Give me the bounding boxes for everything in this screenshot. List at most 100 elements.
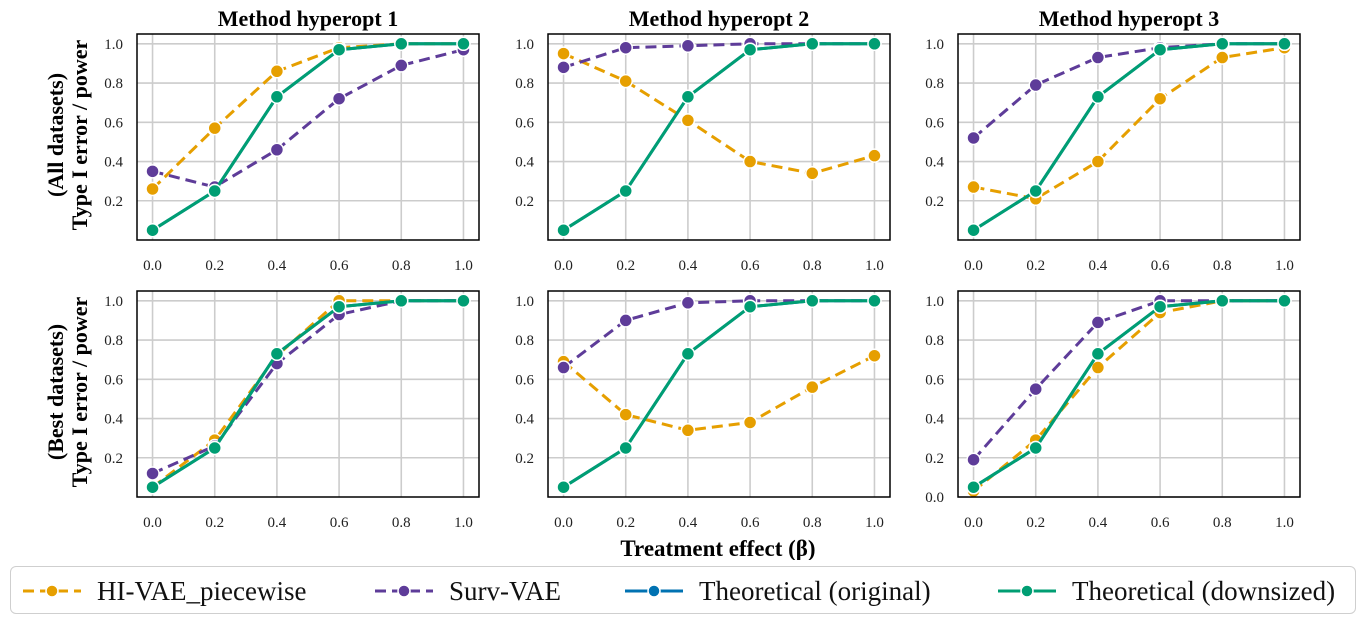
y-tick-label: 1.0 bbox=[925, 37, 944, 53]
series-line-theoretical-downsized- bbox=[562, 42, 875, 232]
x-tick-label: 1.0 bbox=[454, 515, 473, 531]
y-tick-label: 1.0 bbox=[515, 37, 534, 53]
y-tick-label: 1.0 bbox=[104, 37, 123, 53]
data-point-surv-vae bbox=[618, 40, 633, 55]
axes-frame bbox=[957, 290, 1301, 498]
x-tick-label: 0.0 bbox=[554, 258, 573, 274]
figure: (All datasets) Type I error / power (Bes… bbox=[43, 6, 1301, 560]
x-tick-label: 1.0 bbox=[454, 258, 473, 274]
data-point-hi-vae-piecewise bbox=[805, 166, 820, 181]
data-point-theoretical-downsized- bbox=[805, 293, 820, 309]
data-point-hi-vae-piecewise bbox=[867, 148, 882, 163]
axes-frame bbox=[547, 33, 891, 241]
legend-label-hivae: HI-VAE_piecewise bbox=[97, 575, 307, 606]
data-point-theoretical-downsized- bbox=[269, 89, 285, 105]
y-tick-label: 0.8 bbox=[925, 76, 944, 92]
legend-item-theoretical-downsized: Theoretical (downsized) bbox=[996, 567, 1335, 615]
series-line-surv-vae bbox=[152, 48, 464, 189]
axes-frame bbox=[957, 33, 1301, 241]
x-tick-label: 1.0 bbox=[1275, 515, 1294, 531]
data-point-theoretical-downsized- bbox=[966, 479, 981, 495]
data-point-theoretical-downsized- bbox=[331, 42, 347, 57]
x-tick-label: 0.6 bbox=[330, 515, 349, 531]
x-tick-label: 0.0 bbox=[143, 515, 162, 531]
y-tick-label: 1.0 bbox=[515, 294, 534, 310]
y-tick-label: 0.0 bbox=[925, 490, 944, 506]
data-point-surv-vae bbox=[1090, 315, 1106, 330]
data-point-theoretical-downsized- bbox=[394, 36, 409, 52]
y-tick-label: 0.2 bbox=[925, 194, 944, 210]
data-point-hi-vae-piecewise bbox=[867, 348, 882, 363]
y-tick-label: 0.4 bbox=[925, 412, 944, 428]
panel-1: 0.0 0.2 0.4 0.6 0.8 1.0 0.2 0.4 0.6 0.8 1.0 Method … bbox=[104, 6, 480, 274]
data-point-theoretical-downsized- bbox=[1090, 89, 1106, 105]
y-tick-label: 1.0 bbox=[104, 294, 123, 310]
data-point-theoretical-downsized- bbox=[331, 299, 347, 314]
legend-label-theoretical-original: Theoretical (original) bbox=[699, 575, 931, 606]
data-point-surv-vae bbox=[1028, 77, 1043, 93]
x-tick-label: 0.0 bbox=[143, 258, 162, 274]
y-tick-label: 0.8 bbox=[104, 333, 123, 349]
y-tick-label: 0.6 bbox=[104, 372, 123, 388]
data-point-surv-vae bbox=[966, 452, 981, 467]
y-tick-label: 0.4 bbox=[515, 155, 534, 171]
series-line-theoretical-downsized- bbox=[151, 299, 464, 489]
panel-title: Method hyperopt 2 bbox=[629, 6, 810, 31]
data-point-hi-vae-piecewise bbox=[207, 120, 222, 136]
x-tick-label: 0.2 bbox=[205, 515, 224, 531]
data-point-theoretical-downsized- bbox=[680, 346, 696, 362]
y-tick-label: 0.2 bbox=[515, 194, 534, 210]
x-tick-label: 0.4 bbox=[679, 258, 698, 274]
x-tick-label: 0.6 bbox=[330, 258, 349, 274]
data-point-theoretical-downsized- bbox=[867, 293, 882, 309]
x-axis-label: Treatment effect (β) bbox=[620, 536, 815, 560]
data-point-surv-vae bbox=[966, 130, 981, 146]
x-tick-label: 0.2 bbox=[1026, 258, 1045, 274]
axes-frame bbox=[136, 33, 480, 241]
data-point-theoretical-downsized- bbox=[805, 36, 820, 52]
series-line-hi-vae-piecewise bbox=[562, 52, 875, 175]
panel-title: Method hyperopt 1 bbox=[218, 6, 399, 31]
x-tick-label: 0.2 bbox=[616, 258, 635, 274]
data-point-surv-vae bbox=[145, 466, 160, 481]
data-point-hi-vae-piecewise bbox=[618, 407, 633, 422]
x-tick-label: 0.8 bbox=[392, 515, 411, 531]
series-line-surv-vae bbox=[972, 299, 1285, 461]
x-tick-label: 0.4 bbox=[679, 515, 698, 531]
data-point-theoretical-downsized- bbox=[456, 293, 471, 309]
data-point-theoretical-downsized- bbox=[1028, 183, 1043, 199]
data-point-theoretical-downsized- bbox=[207, 183, 222, 199]
data-point-theoretical-downsized- bbox=[1152, 42, 1168, 57]
x-tick-label: 1.0 bbox=[865, 515, 884, 531]
data-point-surv-vae bbox=[269, 142, 285, 158]
y-tick-label: 0.6 bbox=[515, 115, 534, 131]
x-tick-label: 0.2 bbox=[1026, 515, 1045, 531]
panel-2: 0.0 0.2 0.4 0.6 0.8 1.0 0.2 0.4 0.6 0.8 1.0 Method … bbox=[515, 6, 891, 274]
y-tick-label: 0.6 bbox=[925, 372, 944, 388]
legend-theoretical-original-marker-icon bbox=[625, 584, 683, 598]
x-tick-label: 0.8 bbox=[1213, 515, 1232, 531]
legend: HI-VAE_piecewise Surv-VAE Theoretical (o… bbox=[10, 566, 1356, 614]
y-tick-label: 0.6 bbox=[515, 372, 534, 388]
data-point-theoretical-downsized- bbox=[269, 346, 285, 362]
y-tick-label: 0.8 bbox=[515, 76, 534, 92]
row-label-best-line1: (Best datasets) bbox=[43, 324, 68, 460]
data-point-theoretical-downsized- bbox=[556, 479, 571, 495]
x-tick-label: 0.0 bbox=[554, 515, 573, 531]
x-tick-label: 0.8 bbox=[803, 515, 822, 531]
y-tick-label: 0.4 bbox=[104, 155, 123, 171]
data-point-surv-vae bbox=[394, 58, 409, 73]
series-line-hi-vae-piecewise bbox=[151, 299, 464, 489]
data-point-theoretical-downsized- bbox=[618, 183, 633, 199]
data-point-hi-vae-piecewise bbox=[1215, 50, 1230, 65]
panel-4: 0.0 0.2 0.4 0.6 0.8 1.0 0.2 0.4 0.6 0.8 1.0 bbox=[104, 290, 480, 531]
legend-label-theoretical-downsized: Theoretical (downsized) bbox=[1072, 575, 1336, 606]
data-point-theoretical-downsized- bbox=[618, 440, 633, 456]
data-point-theoretical-downsized- bbox=[207, 440, 222, 456]
legend-survvae-marker-icon bbox=[375, 584, 433, 598]
data-point-theoretical-downsized- bbox=[1152, 299, 1168, 314]
series-line-surv-vae bbox=[563, 42, 875, 69]
data-point-surv-vae bbox=[331, 91, 347, 106]
data-point-hi-vae-piecewise bbox=[805, 379, 820, 395]
data-point-hi-vae-piecewise bbox=[145, 181, 160, 197]
